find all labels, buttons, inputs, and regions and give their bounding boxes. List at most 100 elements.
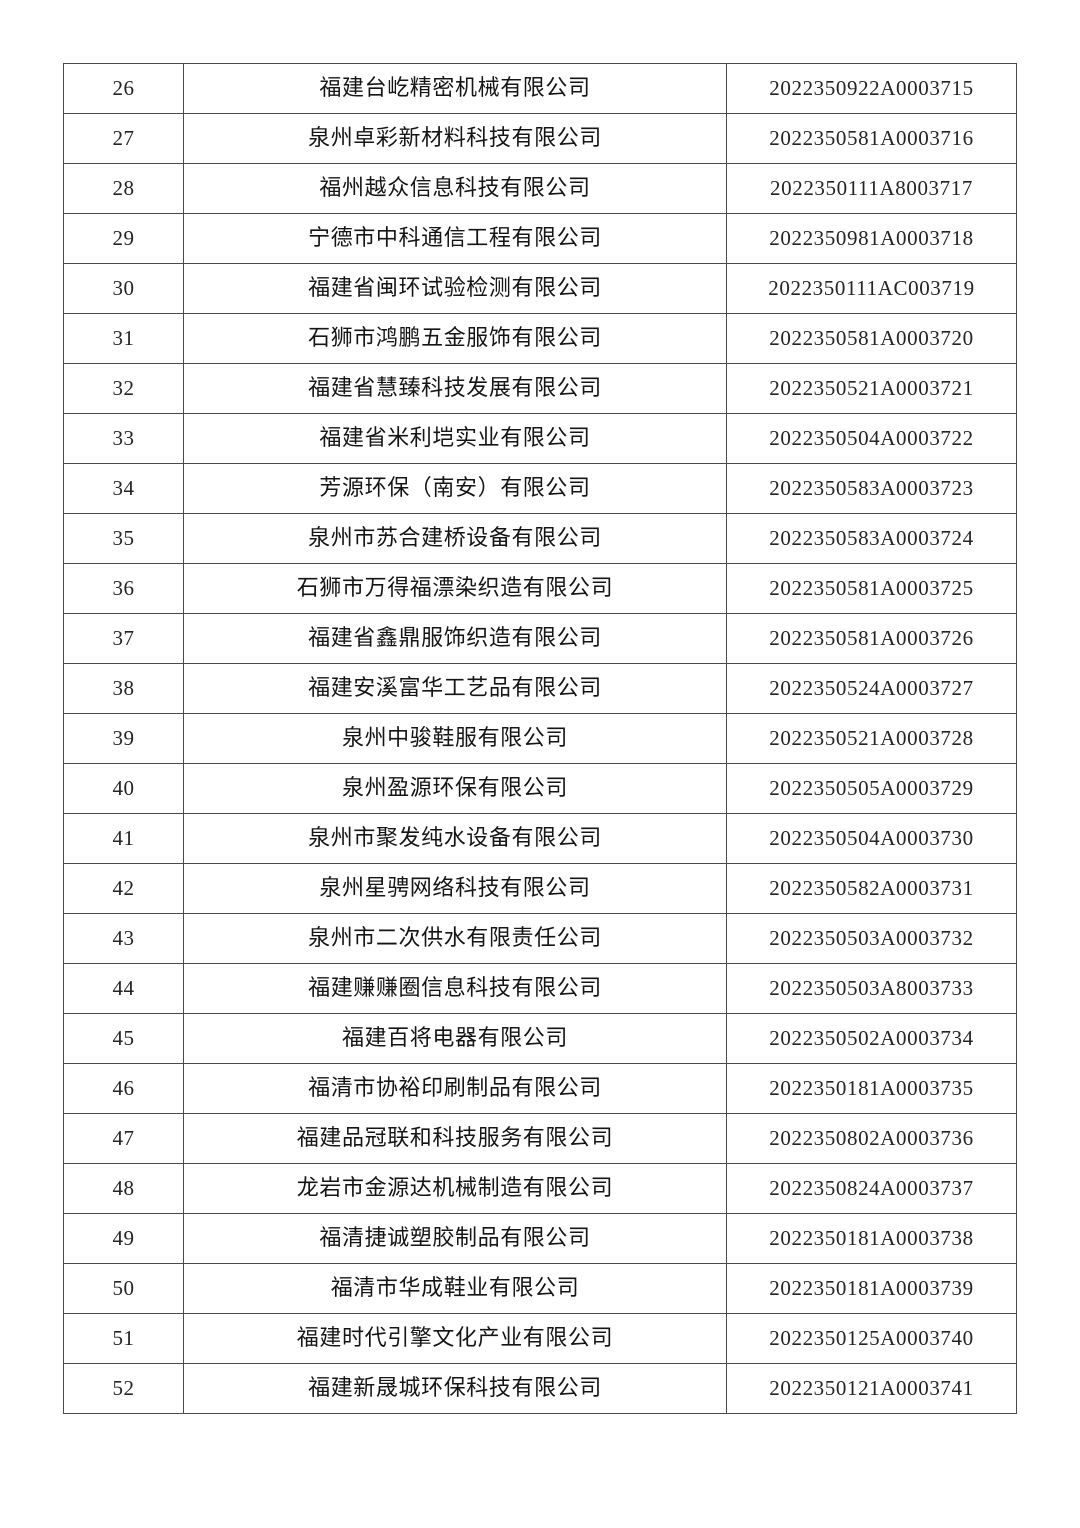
company-code-cell: 2022350824A0003737	[726, 1163, 1017, 1214]
table-row: 27 泉州卓彩新材料科技有限公司 2022350581A0003716	[63, 113, 1017, 164]
company-name-cell: 泉州市苏合建桥设备有限公司	[183, 513, 727, 564]
company-name-cell: 福建赚赚圈信息科技有限公司	[183, 963, 727, 1014]
table-row: 30 福建省闽环试验检测有限公司 2022350111AC003719	[63, 263, 1017, 314]
company-code-cell: 2022350521A0003728	[726, 713, 1017, 764]
company-name-cell: 石狮市鸿鹏五金服饰有限公司	[183, 313, 727, 364]
company-name-cell: 福建台屹精密机械有限公司	[183, 63, 727, 114]
row-index-cell: 38	[63, 663, 184, 714]
company-name-cell: 石狮市万得福漂染织造有限公司	[183, 563, 727, 614]
row-index-cell: 34	[63, 463, 184, 514]
table-row: 35 泉州市苏合建桥设备有限公司 2022350583A0003724	[63, 513, 1017, 564]
company-code-cell: 2022350111AC003719	[726, 263, 1017, 314]
company-name-cell: 泉州卓彩新材料科技有限公司	[183, 113, 727, 164]
table-row: 44 福建赚赚圈信息科技有限公司 2022350503A8003733	[63, 963, 1017, 1014]
company-code-cell: 2022350111A8003717	[726, 163, 1017, 214]
company-code-cell: 2022350581A0003725	[726, 563, 1017, 614]
company-code-cell: 2022350922A0003715	[726, 63, 1017, 114]
table-row: 38 福建安溪富华工艺品有限公司 2022350524A0003727	[63, 663, 1017, 714]
table-row: 26 福建台屹精密机械有限公司 2022350922A0003715	[63, 63, 1017, 114]
company-code-cell: 2022350524A0003727	[726, 663, 1017, 714]
company-name-cell: 福建百将电器有限公司	[183, 1013, 727, 1064]
row-index-cell: 43	[63, 913, 184, 964]
row-index-cell: 46	[63, 1063, 184, 1114]
table-row: 28 福州越众信息科技有限公司 2022350111A8003717	[63, 163, 1017, 214]
company-code-cell: 2022350181A0003738	[726, 1213, 1017, 1264]
row-index-cell: 33	[63, 413, 184, 464]
row-index-cell: 45	[63, 1013, 184, 1064]
table-row: 45 福建百将电器有限公司 2022350502A0003734	[63, 1013, 1017, 1064]
table-row: 36 石狮市万得福漂染织造有限公司 2022350581A0003725	[63, 563, 1017, 614]
company-code-cell: 2022350581A0003716	[726, 113, 1017, 164]
company-code-cell: 2022350504A0003730	[726, 813, 1017, 864]
table-row: 33 福建省米利垲实业有限公司 2022350504A0003722	[63, 413, 1017, 464]
company-name-cell: 福建安溪富华工艺品有限公司	[183, 663, 727, 714]
company-code-cell: 2022350583A0003723	[726, 463, 1017, 514]
row-index-cell: 26	[63, 63, 184, 114]
company-name-cell: 福州越众信息科技有限公司	[183, 163, 727, 214]
company-name-cell: 福建省鑫鼎服饰织造有限公司	[183, 613, 727, 664]
company-code-cell: 2022350503A0003732	[726, 913, 1017, 964]
table-row: 48 龙岩市金源达机械制造有限公司 2022350824A0003737	[63, 1163, 1017, 1214]
company-code-cell: 2022350181A0003739	[726, 1263, 1017, 1314]
row-index-cell: 32	[63, 363, 184, 414]
company-name-cell: 宁德市中科通信工程有限公司	[183, 213, 727, 264]
row-index-cell: 52	[63, 1363, 184, 1414]
company-code-cell: 2022350582A0003731	[726, 863, 1017, 914]
row-index-cell: 49	[63, 1213, 184, 1264]
company-name-cell: 福建省米利垲实业有限公司	[183, 413, 727, 464]
company-code-cell: 2022350505A0003729	[726, 763, 1017, 814]
table-row: 39 泉州中骏鞋服有限公司 2022350521A0003728	[63, 713, 1017, 764]
row-index-cell: 27	[63, 113, 184, 164]
company-name-cell: 泉州市聚发纯水设备有限公司	[183, 813, 727, 864]
table-row: 50 福清市华成鞋业有限公司 2022350181A0003739	[63, 1263, 1017, 1314]
company-name-cell: 福建新晟城环保科技有限公司	[183, 1363, 727, 1414]
company-code-cell: 2022350502A0003734	[726, 1013, 1017, 1064]
company-name-cell: 福建品冠联和科技服务有限公司	[183, 1113, 727, 1164]
company-name-cell: 泉州星骋网络科技有限公司	[183, 863, 727, 914]
table-row: 34 芳源环保（南安）有限公司 2022350583A0003723	[63, 463, 1017, 514]
company-code-cell: 2022350125A0003740	[726, 1313, 1017, 1364]
row-index-cell: 39	[63, 713, 184, 764]
table-row: 32 福建省慧臻科技发展有限公司 2022350521A0003721	[63, 363, 1017, 414]
row-index-cell: 41	[63, 813, 184, 864]
table-row: 42 泉州星骋网络科技有限公司 2022350582A0003731	[63, 863, 1017, 914]
company-name-cell: 泉州中骏鞋服有限公司	[183, 713, 727, 764]
company-name-cell: 芳源环保（南安）有限公司	[183, 463, 727, 514]
company-name-cell: 福清市华成鞋业有限公司	[183, 1263, 727, 1314]
company-name-cell: 福清市协裕印刷制品有限公司	[183, 1063, 727, 1114]
company-code-cell: 2022350583A0003724	[726, 513, 1017, 564]
row-index-cell: 47	[63, 1113, 184, 1164]
table-row: 40 泉州盈源环保有限公司 2022350505A0003729	[63, 763, 1017, 814]
company-code-cell: 2022350181A0003735	[726, 1063, 1017, 1114]
row-index-cell: 44	[63, 963, 184, 1014]
table-row: 31 石狮市鸿鹏五金服饰有限公司 2022350581A0003720	[63, 313, 1017, 364]
company-table-container: 26 福建台屹精密机械有限公司 2022350922A0003715 27 泉州卓彩新材…	[63, 63, 1017, 1414]
company-name-cell: 泉州盈源环保有限公司	[183, 763, 727, 814]
table-row: 46 福清市协裕印刷制品有限公司 2022350181A0003735	[63, 1063, 1017, 1114]
company-code-cell: 2022350981A0003718	[726, 213, 1017, 264]
table-row: 43 泉州市二次供水有限责任公司 2022350503A0003732	[63, 913, 1017, 964]
row-index-cell: 48	[63, 1163, 184, 1214]
company-name-cell: 龙岩市金源达机械制造有限公司	[183, 1163, 727, 1214]
table-row: 29 宁德市中科通信工程有限公司 2022350981A0003718	[63, 213, 1017, 264]
table-row: 49 福清捷诚塑胶制品有限公司 2022350181A0003738	[63, 1213, 1017, 1264]
table-row: 37 福建省鑫鼎服饰织造有限公司 2022350581A0003726	[63, 613, 1017, 664]
company-code-cell: 2022350581A0003726	[726, 613, 1017, 664]
row-index-cell: 36	[63, 563, 184, 614]
company-name-cell: 福建时代引擎文化产业有限公司	[183, 1313, 727, 1364]
row-index-cell: 51	[63, 1313, 184, 1364]
row-index-cell: 30	[63, 263, 184, 314]
company-table-body: 26 福建台屹精密机械有限公司 2022350922A0003715 27 泉州卓彩新材…	[63, 63, 1017, 1414]
company-code-cell: 2022350802A0003736	[726, 1113, 1017, 1164]
row-index-cell: 50	[63, 1263, 184, 1314]
row-index-cell: 37	[63, 613, 184, 664]
table-row: 47 福建品冠联和科技服务有限公司 2022350802A0003736	[63, 1113, 1017, 1164]
row-index-cell: 35	[63, 513, 184, 564]
table-row: 51 福建时代引擎文化产业有限公司 2022350125A0003740	[63, 1313, 1017, 1364]
company-code-cell: 2022350504A0003722	[726, 413, 1017, 464]
company-name-cell: 福建省闽环试验检测有限公司	[183, 263, 727, 314]
row-index-cell: 31	[63, 313, 184, 364]
company-name-cell: 福清捷诚塑胶制品有限公司	[183, 1213, 727, 1264]
table-row: 52 福建新晟城环保科技有限公司 2022350121A0003741	[63, 1363, 1017, 1414]
